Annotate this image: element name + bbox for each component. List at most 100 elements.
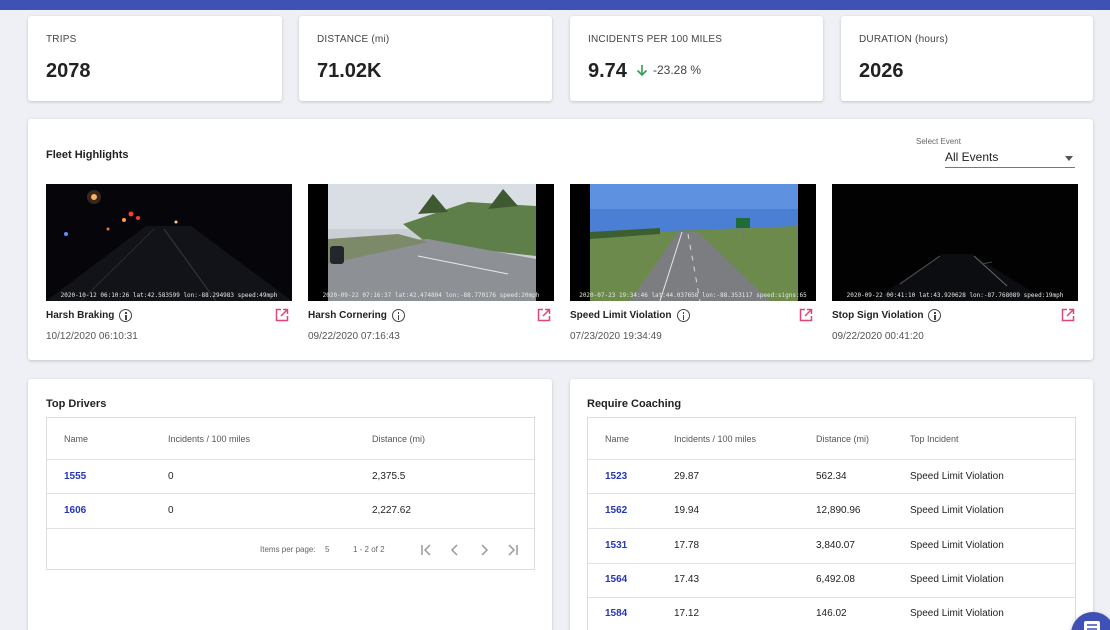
driver-link[interactable]: 1555 [64, 471, 87, 482]
section-title: Top Drivers [46, 398, 107, 410]
open-in-new-icon[interactable] [799, 308, 813, 322]
event-name-label: Harsh Cornering [308, 310, 387, 321]
video-caption: 2020-09-22 00:41:10 lat:43.920628 lon:-8… [846, 292, 1064, 299]
stat-label: DISTANCE (mi) [317, 34, 390, 45]
event-timestamp: 09/22/2020 07:16:43 [308, 331, 400, 342]
open-in-new-icon[interactable] [537, 308, 551, 322]
event-name-label: Speed Limit Violation [570, 310, 672, 321]
page-range: 1 - 2 of 2 [353, 545, 385, 554]
event-video-thumbnail[interactable]: 2020-09-22 00:41:10 lat:43.920628 lon:-8… [832, 184, 1078, 301]
video-caption: 2020-09-22 07:16:37 lat:42.474804 lon:-8… [322, 292, 540, 299]
distance-cell: 6,492.08 [816, 574, 855, 585]
stat-label: DURATION (hours) [859, 34, 949, 45]
incidents-cell: 17.12 [674, 608, 700, 619]
night-road-image [46, 184, 292, 301]
top-incident-cell: Speed Limit Violation [910, 540, 1004, 551]
distance-cell: 2,375.5 [372, 471, 406, 482]
select-event-value: All Events [945, 150, 999, 164]
stat-card-distance: DISTANCE (mi) 71.02K [299, 16, 552, 101]
top-incident-cell: Speed Limit Violation [910, 574, 1004, 585]
top-app-bar [0, 0, 1110, 10]
first-page-icon[interactable] [418, 542, 434, 558]
arrow-down-icon [636, 64, 648, 76]
event-video-thumbnail[interactable]: 2020-10-12 06:10:26 lat:42.583599 lon:-8… [46, 184, 292, 301]
divider [47, 459, 534, 460]
event-timestamp: 10/12/2020 06:10:31 [46, 331, 138, 342]
last-page-icon[interactable] [505, 542, 521, 558]
incidents-cell: 17.43 [674, 574, 700, 585]
info-icon[interactable] [119, 309, 133, 322]
stat-label: INCIDENTS PER 100 MILES [588, 34, 723, 45]
comment-icon [1084, 621, 1100, 630]
driver-link[interactable]: 1606 [64, 505, 87, 516]
section-title: Require Coaching [587, 398, 682, 410]
top-drivers-table: Name Incidents / 100 miles Distance (mi)… [46, 417, 535, 570]
stat-change-value: -23.28 % [653, 63, 702, 77]
divider [588, 597, 1075, 598]
info-icon[interactable] [391, 309, 405, 322]
info-icon[interactable] [928, 309, 942, 322]
event-timestamp: 07/23/2020 19:34:49 [570, 331, 662, 342]
driver-link[interactable]: 1531 [605, 540, 628, 551]
event-name-label: Stop Sign Violation [832, 310, 924, 321]
divider [47, 528, 534, 529]
top-incident-cell: Speed Limit Violation [910, 505, 1004, 516]
highway-image [570, 184, 816, 301]
select-event-label: Select Event [916, 137, 961, 146]
feedback-fab-button[interactable] [1071, 612, 1110, 630]
video-caption: 2020-10-12 06:10:26 lat:42.583599 lon:-8… [60, 292, 278, 299]
event-name-label: Harsh Braking [46, 310, 115, 321]
stat-label: TRIPS [46, 34, 77, 45]
select-event-dropdown[interactable]: All Events [945, 150, 1075, 168]
stat-value: 71.02K [317, 60, 382, 82]
driver-link[interactable]: 1523 [605, 471, 628, 482]
items-per-page-label: Items per page: [260, 545, 316, 554]
driver-link[interactable]: 1584 [605, 608, 628, 619]
event-name: Harsh Braking [46, 309, 133, 322]
stat-card-incidents: INCIDENTS PER 100 MILES 9.74 -23.28 % [570, 16, 823, 101]
divider [588, 493, 1075, 494]
event-timestamp: 09/22/2020 00:41:20 [832, 331, 924, 342]
event-name: Stop Sign Violation [832, 309, 942, 322]
distance-cell: 562.34 [816, 471, 847, 482]
divider [47, 493, 534, 494]
stat-card-duration: DURATION (hours) 2026 [841, 16, 1093, 101]
incidents-cell: 0 [168, 471, 174, 482]
incidents-cell: 0 [168, 505, 174, 516]
open-in-new-icon[interactable] [275, 308, 289, 322]
info-icon[interactable] [676, 309, 690, 322]
stat-value: 2026 [859, 60, 904, 82]
top-incident-cell: Speed Limit Violation [910, 608, 1004, 619]
previous-page-icon[interactable] [447, 542, 463, 558]
driver-link[interactable]: 1564 [605, 574, 628, 585]
driver-link[interactable]: 1562 [605, 505, 628, 516]
next-page-icon[interactable] [476, 542, 492, 558]
event-video-thumbnail[interactable]: 2020-09-22 07:16:37 lat:42.474804 lon:-8… [308, 184, 554, 301]
video-caption: 2020-07-23 19:34:46 lat:44.037658 lon:-8… [579, 292, 807, 299]
divider [588, 459, 1075, 460]
stat-card-trips: TRIPS 2078 [28, 16, 282, 101]
distance-cell: 3,840.07 [816, 540, 855, 551]
open-in-new-icon[interactable] [1061, 308, 1075, 322]
distance-cell: 2,227.62 [372, 505, 411, 516]
column-header[interactable]: Distance (mi) [372, 434, 426, 444]
column-header[interactable]: Name [64, 434, 89, 444]
event-name: Harsh Cornering [308, 309, 405, 322]
column-header[interactable]: Name [605, 434, 630, 444]
column-header[interactable]: Distance (mi) [816, 434, 870, 444]
stat-value: 9.74 [588, 60, 627, 82]
top-incident-cell: Speed Limit Violation [910, 471, 1004, 482]
incidents-cell: 29.87 [674, 471, 700, 482]
day-curve-image [308, 184, 554, 301]
column-header[interactable]: Top Incident [910, 434, 959, 444]
column-header[interactable]: Incidents / 100 miles [674, 434, 757, 444]
event-name: Speed Limit Violation [570, 309, 690, 322]
incidents-cell: 19.94 [674, 505, 700, 516]
divider [588, 528, 1075, 529]
column-header[interactable]: Incidents / 100 miles [168, 434, 251, 444]
require-coaching-card: Require Coaching Name Incidents / 100 mi… [570, 379, 1093, 630]
section-title: Fleet Highlights [46, 149, 129, 161]
event-video-thumbnail[interactable]: 2020-07-23 19:34:46 lat:44.037658 lon:-8… [570, 184, 816, 301]
items-per-page-select[interactable]: 5 [325, 545, 330, 554]
dropdown-arrow-icon [1065, 156, 1073, 161]
